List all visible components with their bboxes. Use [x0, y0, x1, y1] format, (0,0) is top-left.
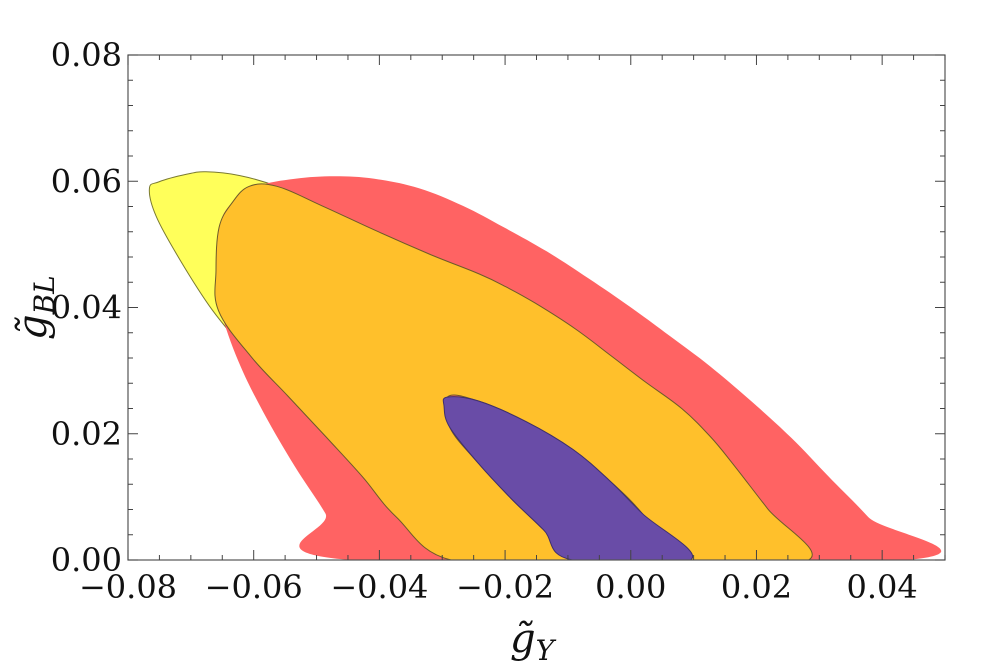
- axis-ticks: [127, 54, 946, 561]
- y-tick-label: 0.04: [51, 289, 122, 327]
- x-tick-label: −0.04: [330, 568, 428, 606]
- y-tick-label: 0.02: [51, 415, 122, 453]
- y-tick-label: 0.00: [51, 541, 122, 579]
- y-axis-label: g̃BL: [10, 275, 61, 340]
- x-axis-label: g̃Y: [510, 616, 557, 662]
- x-tick-label: 0.02: [721, 568, 792, 606]
- x-tick-label: −0.06: [205, 568, 303, 606]
- x-axis-label-base: g̃: [510, 616, 536, 662]
- x-tick-label: 0.04: [847, 568, 918, 606]
- x-tick-label: −0.08: [79, 568, 177, 606]
- y-tick-label: 0.06: [51, 162, 122, 200]
- y-axis-label-base: g̃: [10, 314, 56, 340]
- x-tick-label: −0.02: [456, 568, 554, 606]
- region-purple: [442, 396, 694, 560]
- contour-regions: [148, 171, 941, 560]
- x-tick-label: 0.00: [595, 568, 666, 606]
- y-axis-label-sub: BL: [28, 275, 61, 315]
- x-axis-label-sub: Y: [536, 634, 557, 662]
- y-tick-label: 0.08: [51, 36, 122, 74]
- y-tick-labels: 0.00 0.02 0.04 0.06 0.08: [51, 36, 122, 579]
- x-tick-labels: −0.08 −0.06 −0.04 −0.02 0.00 0.02 0.04: [79, 568, 918, 606]
